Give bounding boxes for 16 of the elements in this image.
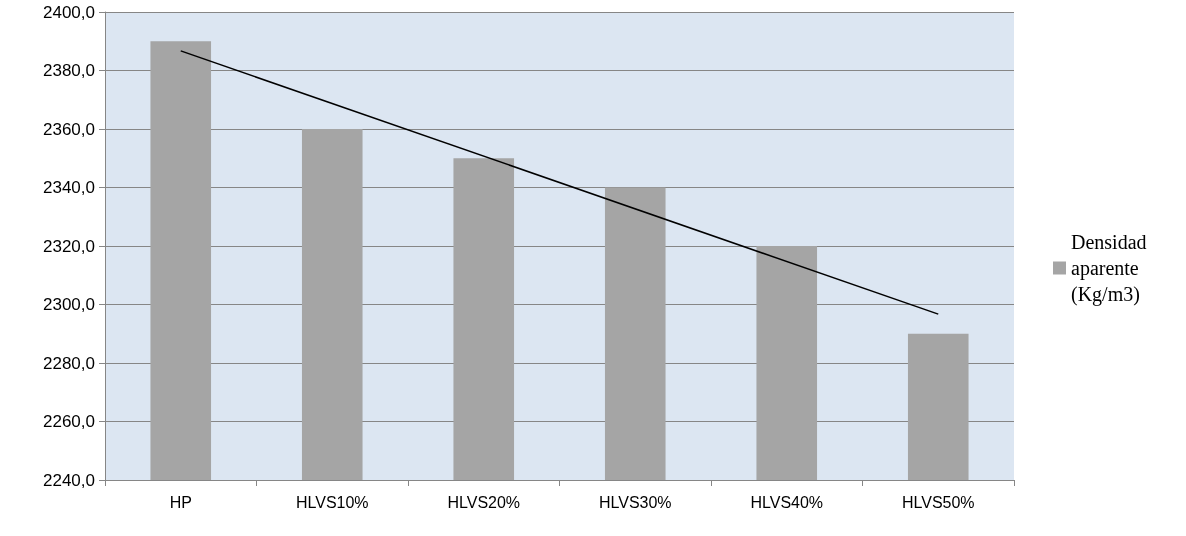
legend-label: Densidad aparente (Kg/m3) [1071, 231, 1152, 306]
y-tick-label: 2240,0 [43, 470, 95, 490]
y-tick-label: 2260,0 [43, 412, 95, 431]
y-tick-label: 2320,0 [43, 236, 95, 256]
y-tick-label: 2360,0 [43, 119, 95, 139]
y-tick-label: 2280,0 [43, 353, 95, 373]
y-tick-label: 2340,0 [43, 178, 95, 197]
y-tick-label: 2400,0 [43, 2, 95, 22]
x-tick-label: HP [169, 493, 192, 511]
y-tick-label: 2300,0 [43, 295, 95, 314]
x-tick-label: HLVS10% [295, 493, 369, 511]
x-tick-label: HLVS20% [447, 493, 521, 511]
x-tick-label: HLVS50% [901, 493, 975, 511]
x-tick-label: HLVS40% [750, 493, 824, 511]
x-tick-label: HLVS30% [598, 493, 672, 511]
y-tick-label: 2380,0 [43, 61, 95, 80]
